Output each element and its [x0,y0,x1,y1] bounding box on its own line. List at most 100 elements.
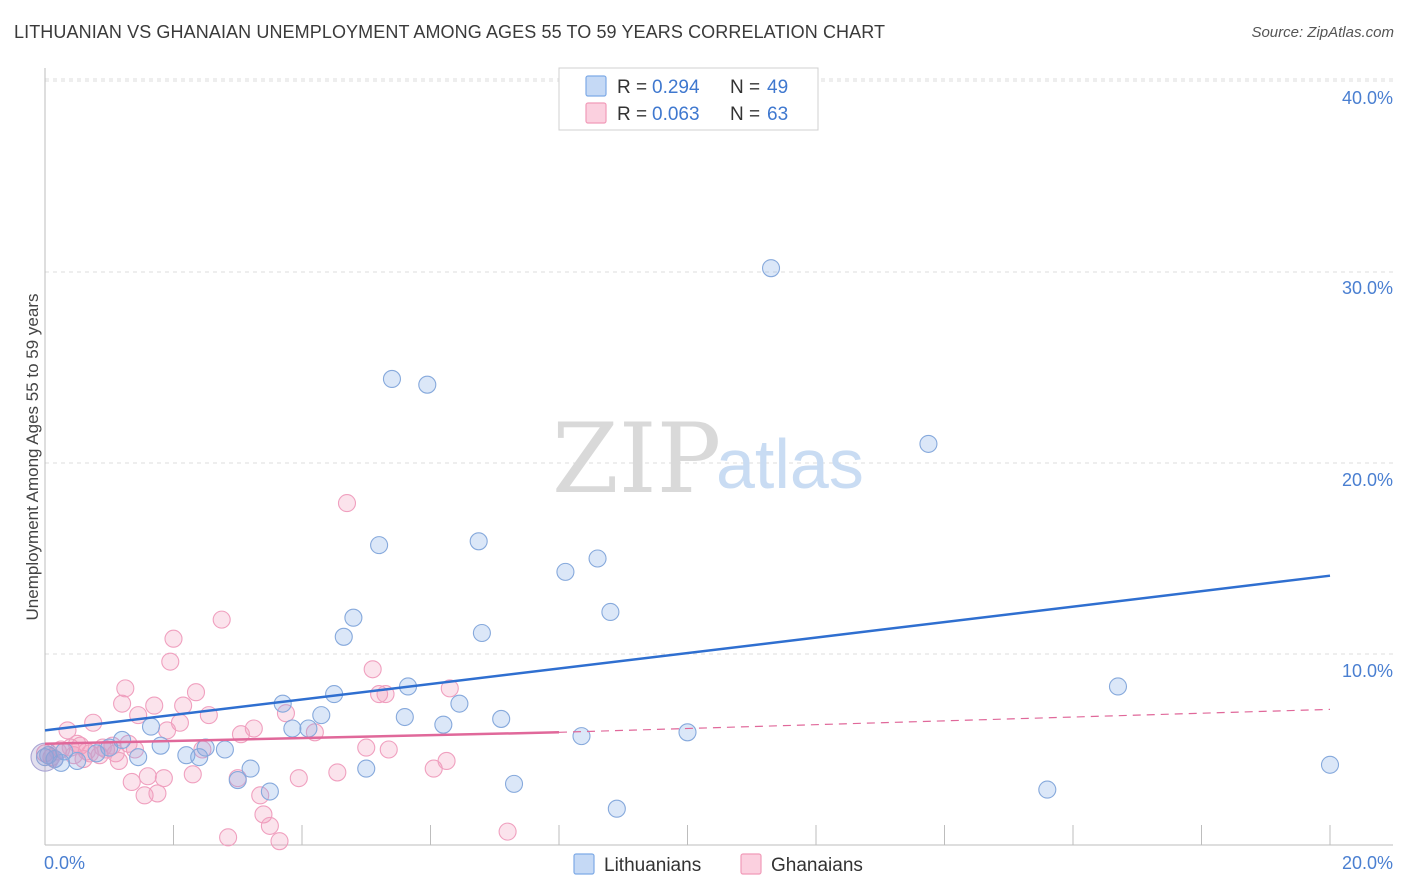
lithuanians-point [607,799,626,818]
y-axis-label: Unemployment Among Ages 55 to 59 years [23,294,42,621]
lithuanians-point [129,748,148,767]
lithuanians-point [556,562,575,581]
lithuanians-point [39,746,58,765]
lithuanians-point [334,627,353,646]
ghanaians-point [337,494,357,513]
ghanaians-legend-swatch [740,853,762,875]
source-label: Source: ZipAtlas.com [1251,24,1394,41]
lithuanians-point [260,782,279,801]
ghanaians-point [154,769,173,788]
ghanaians-point [138,767,157,786]
ghanaians-point [498,822,517,841]
x-tick-labels: 0.0% 20.0% [44,853,1393,873]
lithuanians-point [588,549,607,568]
ghanaians-point [270,832,289,851]
legend-n-value-2: 63 [767,104,788,125]
ghanaians-point [219,828,238,847]
lithuanians-legend-swatch [573,853,595,875]
lithuanians-point [344,608,363,627]
lithuanians-points [30,259,1340,818]
lithuanians-point [450,694,469,713]
lithuanians-point [572,727,591,746]
ghanaians-point [186,683,206,702]
grid-lines [45,78,1393,655]
ghanaians-trend-line [44,731,560,746]
ghanaians-point [437,751,456,771]
ghanaians-point [212,610,231,629]
lithuanians-point [1108,677,1128,696]
ghanaians-point [363,660,382,679]
ghanaians-point [116,679,135,698]
ghanaians-point [251,786,270,805]
y-tick-10: 10.0% [1342,661,1393,681]
lithuanians-point [434,715,453,734]
watermark: ZIP atlas [552,403,864,515]
lithuanians-point [472,623,491,643]
lithuanians-trend-line [44,574,1331,732]
axes [44,68,1393,846]
ghanaians-point [440,679,459,698]
ghanaians-point [161,652,180,671]
lithuanians-point [241,759,260,778]
ghanaians-point [174,696,193,715]
legend-r-value-1: 0.294 [652,77,700,98]
ghanaians-swatch [585,102,607,124]
lithuanians-swatch [585,75,607,97]
legend-n-label-2: N = [730,104,760,125]
chart-title: LITHUANIAN VS GHANAIAN UNEMPLOYMENT AMON… [14,22,886,42]
ghanaians-point [158,721,177,740]
lithuanians-point [113,730,132,750]
ghanaians-point [260,816,279,835]
y-tick-labels: 10.0% 20.0% 30.0% 40.0% [1342,88,1393,681]
legend-n-label-1: N = [730,77,760,98]
ghanaians-point [164,629,183,648]
series-legend: Lithuanians Ghanaians [573,853,863,876]
lithuanians-point [382,369,402,389]
lithuanians-point [761,259,781,278]
ghanaians-point [122,772,141,792]
watermark-zip: ZIP [552,403,721,515]
y-tick-40: 40.0% [1342,88,1393,108]
lithuanians-point [919,434,938,453]
lithuanians-point [370,536,389,555]
lithuanians-point [492,709,511,728]
watermark-atlas: atlas [716,425,864,503]
lithuanians-point [141,717,161,736]
legend-r-label-1: R = [617,77,647,98]
ghanaians-trend-extension [558,708,1331,733]
legend-r-value-2: 0.063 [652,104,700,125]
ghanaians-legend-label: Ghanaians [771,855,863,876]
lithuanians-point [469,532,488,551]
ghanaians-point [328,763,347,782]
lithuanians-point [418,375,437,394]
lithuanians-point [299,719,318,738]
ghanaians-point [357,738,376,757]
lithuanians-point [215,740,234,759]
ghanaians-point [276,704,295,723]
ghanaians-point [145,696,164,715]
lithuanians-point [678,723,697,742]
ghanaians-point [289,769,308,788]
lithuanians-point [196,738,215,757]
x-tick-0: 0.0% [44,853,85,873]
lithuanians-point [601,602,620,622]
lithuanians-point [395,707,414,727]
ghanaians-point [183,765,202,784]
lithuanians-point [283,719,302,738]
lithuanians-point [1038,780,1057,799]
x-tick-20: 20.0% [1342,853,1393,873]
lithuanians-point [228,771,247,790]
lithuanians-point [151,736,170,755]
ghanaians-point [254,805,273,824]
lithuanians-point [68,751,87,771]
legend-n-value-1: 49 [767,77,788,98]
lithuanians-point [190,748,209,767]
ghanaians-point [379,740,398,759]
lithuanians-point [504,774,524,793]
ghanaians-point [148,784,167,803]
ghanaians-point [113,694,132,713]
lithuanians-point [312,706,331,725]
ghanaians-point [109,751,128,771]
trend-lines [44,574,1331,746]
